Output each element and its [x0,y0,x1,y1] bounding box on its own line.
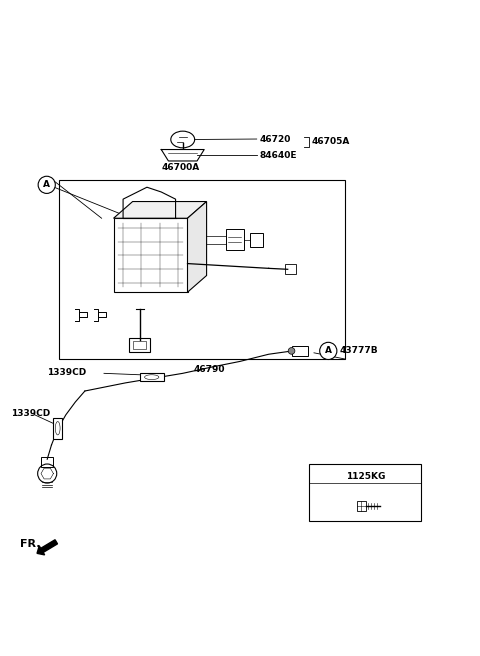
Circle shape [38,176,55,194]
Polygon shape [114,201,206,218]
Text: 46720: 46720 [259,134,290,144]
Bar [357,501,366,511]
Bar [140,373,164,381]
Text: 46700A: 46700A [161,163,200,172]
Bar [114,218,188,292]
Bar [226,229,244,250]
Bar [309,464,421,522]
Text: A: A [325,346,332,356]
Bar [41,457,53,467]
Circle shape [288,348,295,354]
Bar [285,264,296,274]
Bar [133,341,146,350]
Text: 1339CD: 1339CD [47,368,86,377]
Text: 84640E: 84640E [259,151,297,160]
Circle shape [320,342,337,359]
Text: 1339CD: 1339CD [11,409,50,419]
Text: A: A [43,180,50,190]
Bar [129,338,150,352]
Bar [59,180,345,359]
Text: FR.: FR. [21,539,41,548]
Text: 46705A: 46705A [312,137,350,146]
Bar [53,418,62,439]
Bar [292,346,308,356]
Text: 43777B: 43777B [339,346,378,356]
Polygon shape [188,201,206,292]
Text: 1125KG: 1125KG [346,472,385,481]
Bar [250,233,263,247]
FancyArrow shape [37,540,58,555]
Text: 46790: 46790 [193,365,225,375]
